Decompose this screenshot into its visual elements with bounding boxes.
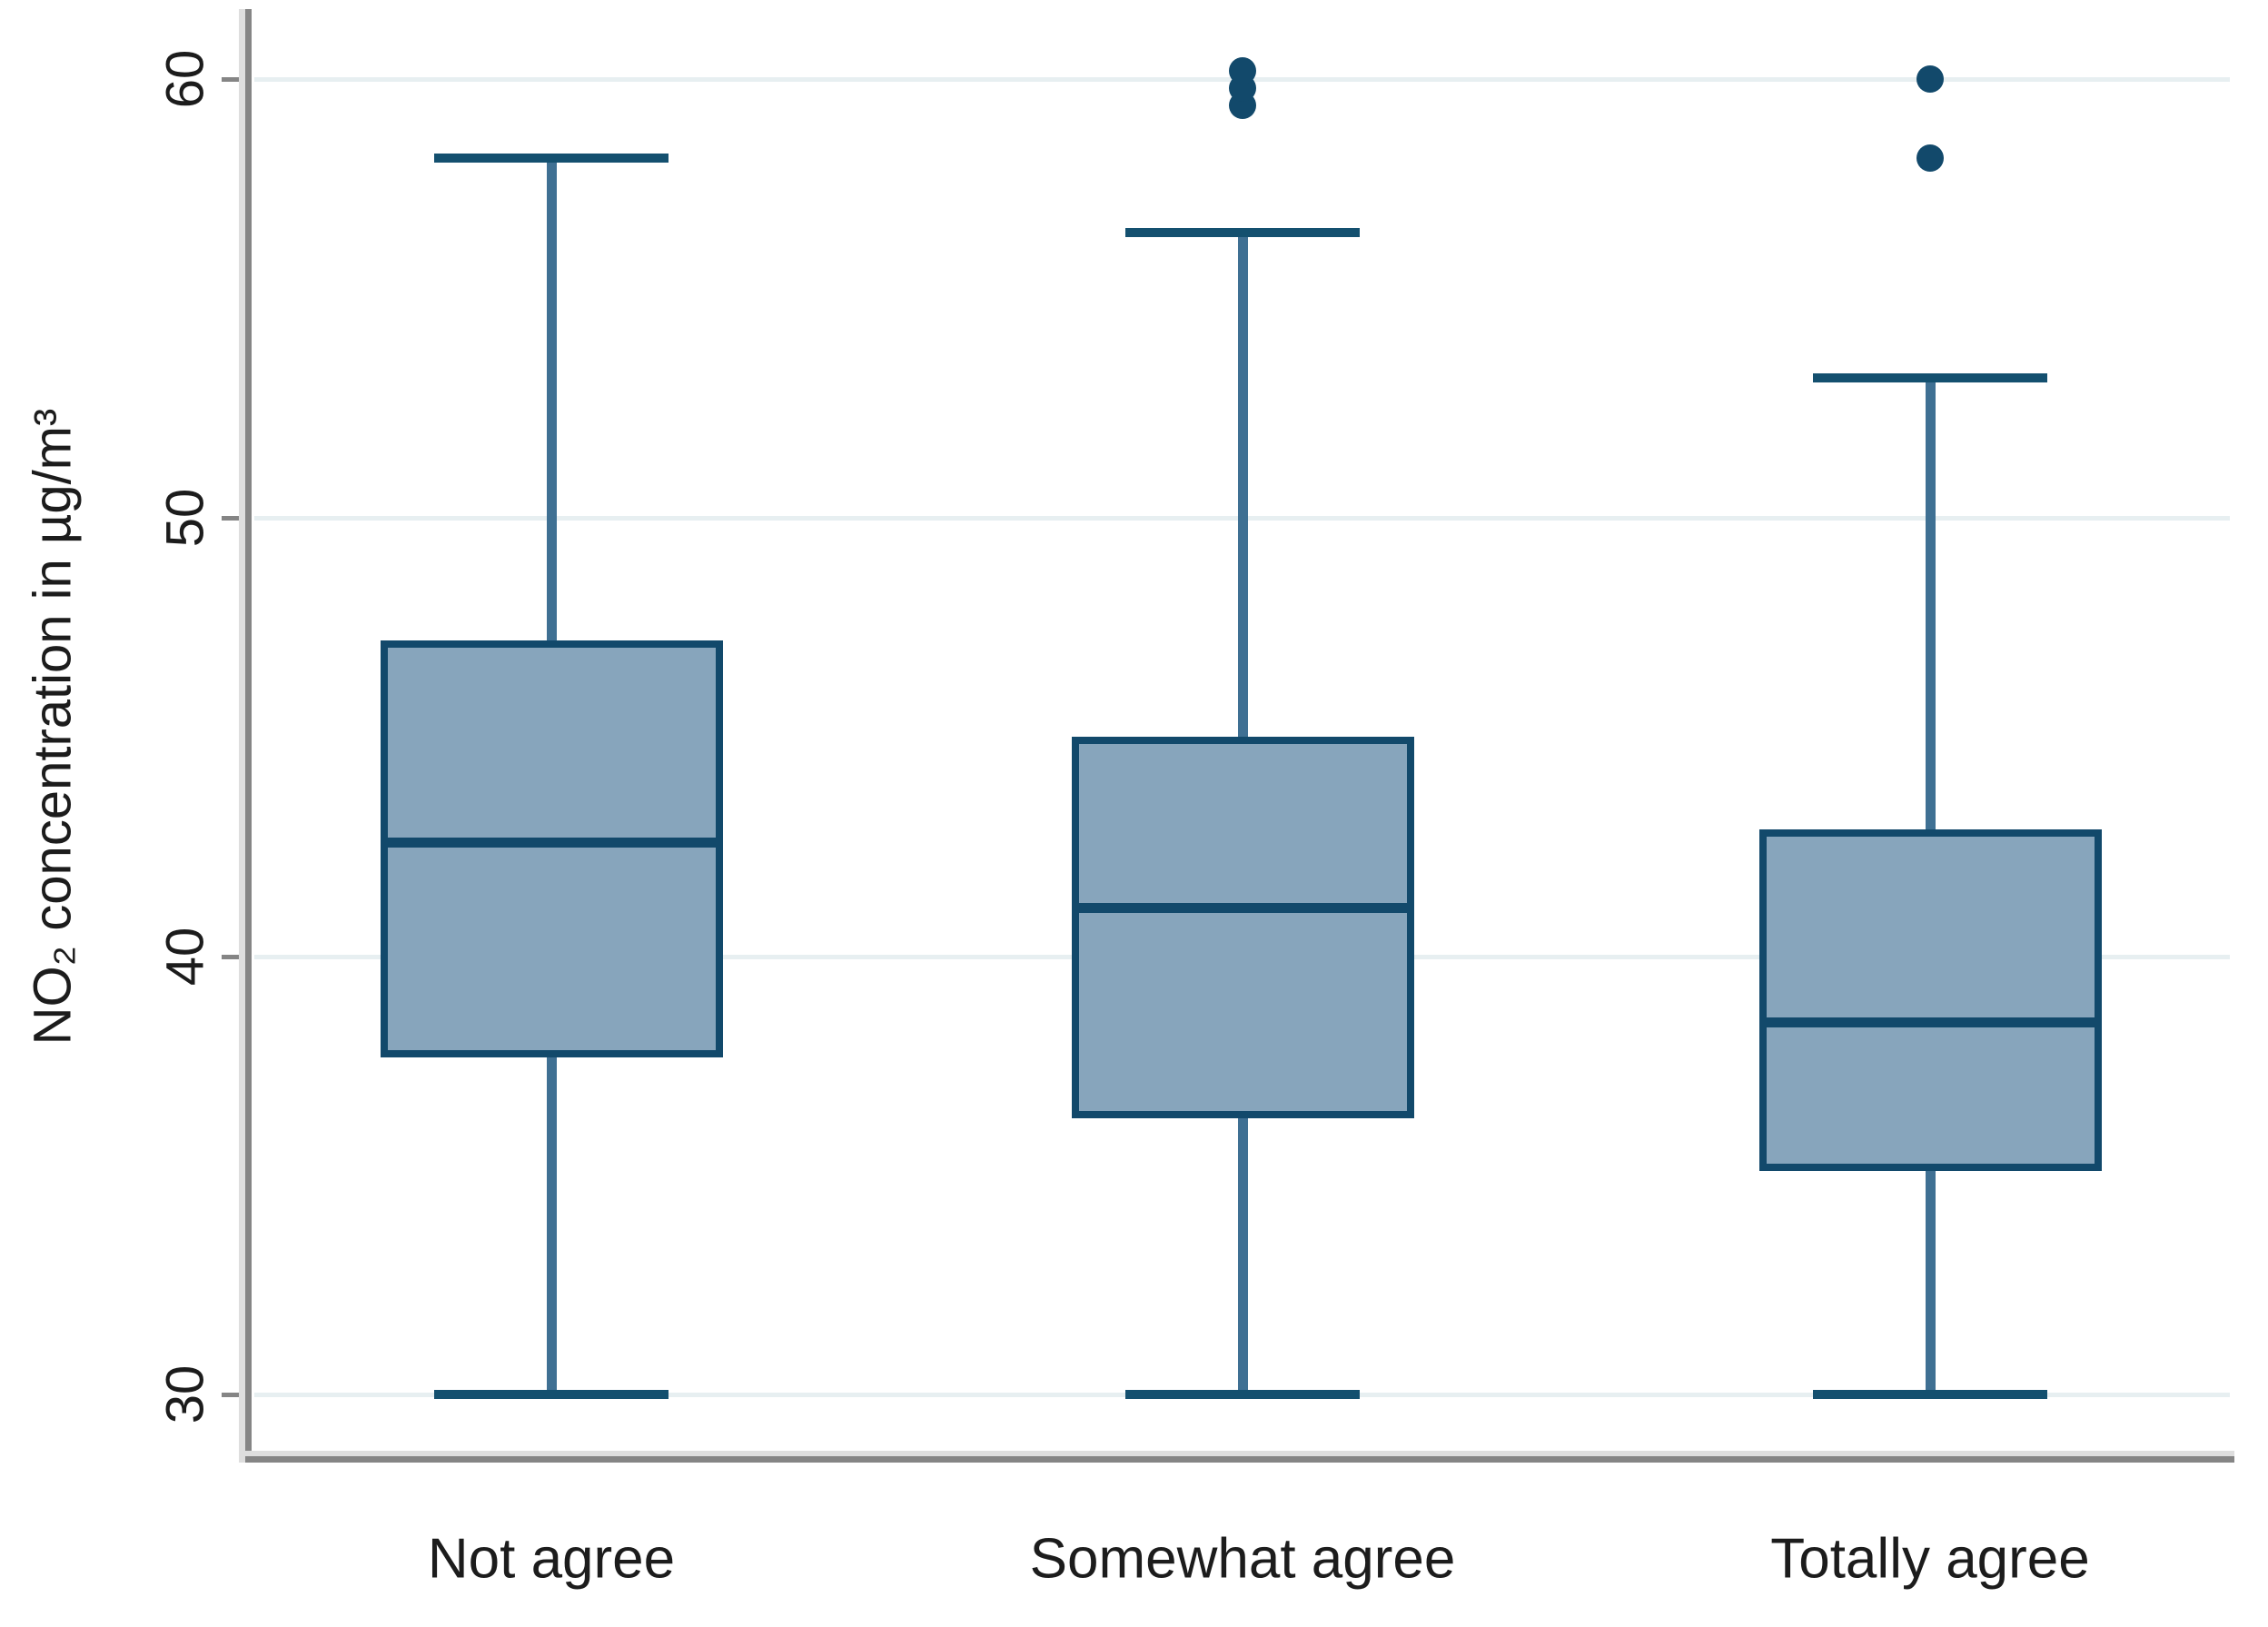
y-axis-shadow bbox=[239, 9, 245, 1463]
box-median-line bbox=[1071, 903, 1414, 914]
y-axis-title: NO₂ concentration in µg/m³ bbox=[23, 408, 83, 1046]
x-axis-line bbox=[245, 1456, 2234, 1463]
box-whisker-cap-top bbox=[1125, 228, 1360, 238]
x-axis-shadow bbox=[245, 1451, 2234, 1456]
y-tick-label: 50 bbox=[155, 488, 215, 548]
y-tick bbox=[222, 954, 249, 959]
box-iqr bbox=[1071, 737, 1414, 1119]
outlier-dot bbox=[1229, 56, 1256, 84]
box-median-line bbox=[1758, 1017, 2102, 1027]
outlier-dot bbox=[1916, 144, 1944, 173]
box-whisker-cap-bottom bbox=[1125, 1390, 1360, 1400]
y-tick-label: 30 bbox=[155, 1365, 215, 1424]
box-whisker-cap-top bbox=[434, 154, 669, 164]
box-whisker-cap-top bbox=[1813, 372, 2047, 382]
y-tick-label: 40 bbox=[155, 927, 215, 987]
box-median-line bbox=[380, 837, 723, 848]
x-category-label: Totally agree bbox=[1770, 1527, 2090, 1591]
outlier-dot bbox=[1916, 65, 1944, 94]
box-whisker-cap-bottom bbox=[1813, 1390, 2047, 1400]
box-whisker-cap-bottom bbox=[434, 1390, 669, 1400]
box-iqr bbox=[1758, 828, 2102, 1172]
box-iqr bbox=[380, 640, 723, 1057]
x-category-label: Somewhat agree bbox=[1029, 1527, 1456, 1591]
y-axis-line bbox=[245, 9, 252, 1463]
y-tick-label: 60 bbox=[155, 50, 215, 109]
y-tick bbox=[222, 77, 249, 83]
y-tick bbox=[222, 1393, 249, 1398]
x-category-label: Not agree bbox=[427, 1527, 676, 1591]
y-tick bbox=[222, 516, 249, 521]
